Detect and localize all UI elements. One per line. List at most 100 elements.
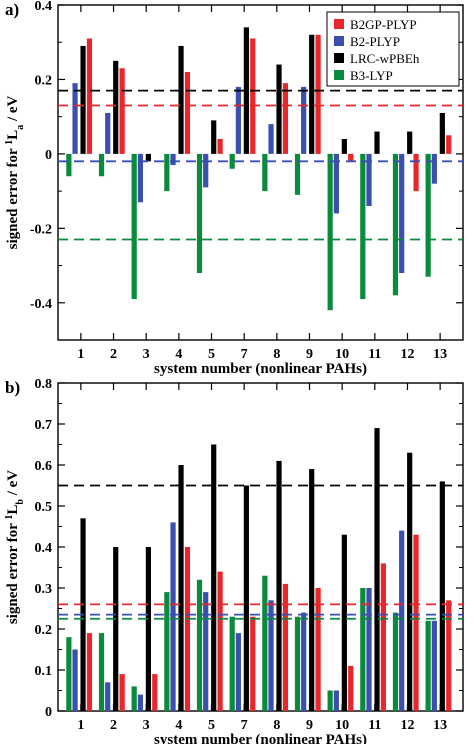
y-axis-label-prefix: signed error for: [5, 145, 21, 250]
y-axis-label: signed error for 1Lb / eV: [4, 470, 26, 624]
bar-b3-lyp: [164, 592, 170, 711]
x-tick-label: 7: [241, 718, 248, 733]
bar-b2gp-plyp: [282, 83, 289, 154]
legend-label: B3-LYP: [350, 68, 393, 83]
panel-label: b): [5, 378, 20, 397]
bar-b2gp-plyp: [348, 665, 354, 711]
y-tick-label: 0.6: [35, 459, 53, 474]
y-axis-label-sub: b: [15, 499, 26, 505]
bar-b3-lyp: [196, 579, 203, 711]
y-axis-label-main: L: [5, 130, 21, 140]
bar-b2gp-plyp: [250, 616, 256, 711]
bar-b2-plyp: [72, 649, 78, 711]
bar-b2-plyp: [301, 612, 307, 711]
bar-b2-plyp: [137, 153, 143, 203]
x-tick-label: 13: [433, 718, 447, 733]
x-tick-label: 5: [208, 347, 215, 362]
y-tick-label: 0.7: [35, 418, 53, 433]
bar-b3-lyp: [327, 690, 333, 711]
bar-b3-lyp: [66, 637, 72, 711]
x-tick-label: 12: [400, 347, 414, 362]
bar-b3-lyp: [164, 153, 170, 192]
y-axis-label-suffix: / eV: [5, 470, 21, 499]
bar-b2gp-plyp: [86, 633, 93, 711]
x-tick-label: 11: [368, 347, 381, 362]
bar-b2-plyp: [72, 83, 78, 154]
bar-b2gp-plyp: [315, 588, 321, 711]
bar-b3-lyp: [131, 686, 137, 711]
x-tick-label: 1: [77, 718, 84, 733]
legend: [326, 11, 460, 87]
x-tick-label: 13: [433, 347, 447, 362]
y-tick-label: 0.3: [35, 582, 53, 597]
y-axis-label: signed error for 1La / eV: [4, 95, 26, 249]
bar-b2-plyp: [301, 86, 307, 154]
bar-b3-lyp: [131, 153, 137, 300]
panel-b: 00.10.20.30.40.50.60.70.81 2 3 4 5 7 8 9 10 11 12 1…: [4, 377, 464, 744]
bar-b2-plyp: [431, 620, 437, 711]
bar-b2-plyp: [333, 153, 339, 214]
y-tick-label: 0.4: [35, 0, 53, 14]
y-axis-label-main: L: [5, 505, 21, 515]
x-tick-label: 4: [175, 347, 182, 362]
bar-lrc-wpbeh: [309, 34, 315, 154]
bar-b3-lyp: [360, 588, 366, 711]
x-tick-label: 2: [110, 347, 117, 362]
bar-b3-lyp: [392, 612, 399, 711]
bar-lrc-wpbeh: [80, 45, 86, 154]
x-tick-label: 1: [77, 347, 84, 362]
bar-b2gp-plyp: [413, 534, 419, 711]
bar-lrc-wpbeh: [113, 60, 119, 154]
y-tick-label: 0.5: [35, 500, 53, 515]
y-tick-label: 0.2: [35, 73, 53, 88]
bar-lrc-wpbeh: [211, 444, 217, 711]
y-axis-label-suffix: / eV: [5, 95, 21, 124]
bar-b2gp-plyp: [119, 68, 125, 154]
bar-b2gp-plyp: [217, 571, 223, 711]
y-tick-label: 0.2: [35, 623, 53, 638]
bar-b2-plyp: [399, 153, 405, 273]
bar-b3-lyp: [425, 153, 431, 277]
bar-b3-lyp: [98, 153, 105, 177]
bar-b2-plyp: [170, 153, 176, 166]
y-tick-label: 0: [45, 148, 52, 163]
bar-b2gp-plyp: [217, 139, 223, 154]
bar-b3-lyp: [294, 616, 301, 711]
bar-b2gp-plyp: [315, 34, 321, 154]
x-tick-label: 7: [241, 347, 248, 362]
bar-b3-lyp: [66, 153, 72, 177]
y-tick-label: 0.1: [35, 664, 53, 679]
legend-swatch: [334, 70, 344, 80]
x-tick-label: 3: [143, 347, 150, 362]
bar-b2gp-plyp: [380, 563, 387, 711]
bar-b2-plyp: [366, 153, 372, 206]
legend-label: LRC-wPBEh: [350, 51, 420, 66]
bar-lrc-wpbeh: [374, 131, 380, 154]
x-tick-label: 12: [400, 718, 414, 733]
bar-lrc-wpbeh: [145, 153, 151, 162]
legend-label: B2-PLYP: [350, 34, 400, 49]
x-tick-label: 8: [273, 718, 280, 733]
bar-b2-plyp: [333, 690, 339, 711]
bar-lrc-wpbeh: [407, 131, 413, 154]
bar-b2gp-plyp: [86, 38, 93, 154]
bar-b2-plyp: [399, 530, 405, 711]
x-tick-label: 9: [306, 347, 313, 362]
x-tick-label: 8: [273, 347, 280, 362]
y-axis-label-sup: 1: [4, 140, 15, 145]
legend-swatch: [334, 53, 344, 63]
x-tick-label: 11: [368, 718, 381, 733]
bar-lrc-wpbeh: [439, 481, 445, 711]
bar-b2gp-plyp: [184, 72, 191, 154]
legend-swatch: [334, 19, 344, 29]
x-axis-label: system number (nonlinear PAHs): [154, 732, 367, 744]
bar-lrc-wpbeh: [113, 547, 119, 711]
bar-b2-plyp: [268, 124, 274, 154]
bar-b2-plyp: [203, 592, 209, 711]
y-axis-label-sub: a: [15, 125, 26, 130]
bar-b2-plyp: [170, 522, 176, 711]
y-tick-label: 0.4: [35, 541, 53, 556]
bar-b3-lyp: [425, 620, 431, 711]
bar-b2gp-plyp: [184, 547, 191, 711]
